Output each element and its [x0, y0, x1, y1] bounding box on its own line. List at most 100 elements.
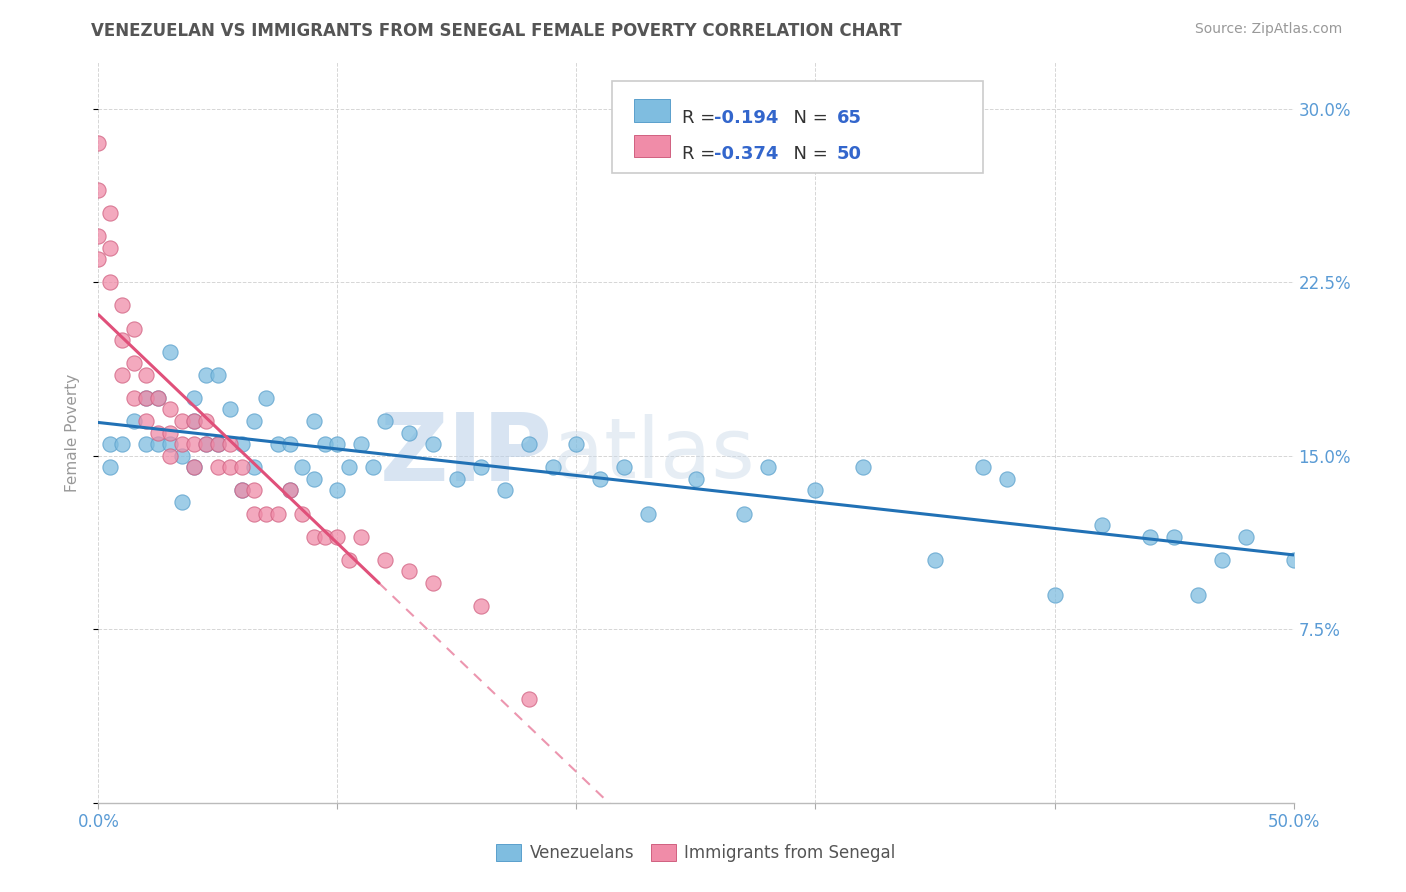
- Point: [148, 437, 170, 451]
- Point: [243, 460, 266, 475]
- Point: [350, 530, 373, 544]
- Point: [98, 240, 122, 255]
- Point: [124, 321, 146, 335]
- Point: [1043, 588, 1066, 602]
- Point: [1163, 530, 1185, 544]
- Point: [98, 437, 122, 451]
- Point: [398, 565, 420, 579]
- Point: [326, 437, 349, 451]
- Point: [135, 391, 157, 405]
- Point: [254, 507, 277, 521]
- Point: [267, 507, 290, 521]
- Text: N =: N =: [782, 145, 834, 162]
- Point: [350, 437, 373, 451]
- Point: [87, 136, 110, 151]
- Point: [183, 391, 205, 405]
- Point: [207, 437, 229, 451]
- Point: [159, 437, 181, 451]
- Point: [124, 391, 146, 405]
- Point: [124, 356, 146, 370]
- Text: Source: ZipAtlas.com: Source: ZipAtlas.com: [1195, 22, 1343, 37]
- Point: [207, 460, 229, 475]
- Point: [135, 368, 157, 382]
- Point: [1234, 530, 1257, 544]
- Point: [243, 414, 266, 428]
- Point: [243, 507, 266, 521]
- Point: [183, 414, 205, 428]
- Point: [111, 437, 134, 451]
- Point: [231, 437, 253, 451]
- Text: R =: R =: [682, 145, 721, 162]
- Point: [924, 553, 946, 567]
- Point: [195, 437, 218, 451]
- Point: [172, 495, 194, 509]
- FancyBboxPatch shape: [613, 81, 983, 173]
- Point: [613, 460, 636, 475]
- Point: [470, 599, 492, 614]
- Point: [733, 507, 755, 521]
- Point: [195, 368, 218, 382]
- Point: [135, 414, 157, 428]
- Point: [159, 425, 181, 440]
- Point: [195, 414, 218, 428]
- Point: [243, 483, 266, 498]
- Point: [111, 298, 134, 312]
- Y-axis label: Female Poverty: Female Poverty: [65, 374, 80, 491]
- Point: [589, 472, 612, 486]
- Point: [172, 449, 194, 463]
- Point: [326, 530, 349, 544]
- Point: [374, 414, 396, 428]
- Point: [363, 460, 385, 475]
- Point: [852, 460, 875, 475]
- Point: [172, 414, 194, 428]
- Point: [135, 391, 157, 405]
- Point: [148, 391, 170, 405]
- Point: [565, 437, 588, 451]
- Point: [231, 460, 253, 475]
- Point: [1187, 588, 1209, 602]
- Point: [422, 437, 444, 451]
- Text: ZIP: ZIP: [380, 409, 553, 500]
- Point: [98, 275, 122, 289]
- Point: [87, 252, 110, 266]
- Point: [291, 507, 314, 521]
- Point: [1091, 518, 1114, 533]
- Text: R =: R =: [682, 109, 721, 127]
- Point: [254, 391, 277, 405]
- Point: [267, 437, 290, 451]
- Point: [135, 437, 157, 451]
- Point: [541, 460, 564, 475]
- Point: [183, 414, 205, 428]
- Point: [87, 229, 110, 244]
- Point: [315, 437, 337, 451]
- Point: [756, 460, 779, 475]
- Point: [302, 472, 325, 486]
- Text: VENEZUELAN VS IMMIGRANTS FROM SENEGAL FEMALE POVERTY CORRELATION CHART: VENEZUELAN VS IMMIGRANTS FROM SENEGAL FE…: [91, 22, 903, 40]
- Point: [1282, 553, 1305, 567]
- Point: [231, 483, 253, 498]
- Text: 50: 50: [837, 145, 862, 162]
- Point: [1139, 530, 1161, 544]
- Point: [183, 437, 205, 451]
- Point: [207, 368, 229, 382]
- Point: [517, 437, 540, 451]
- Point: [231, 483, 253, 498]
- Point: [183, 460, 205, 475]
- Point: [124, 414, 146, 428]
- Point: [111, 333, 134, 347]
- Point: [219, 437, 242, 451]
- Point: [219, 460, 242, 475]
- Text: -0.374: -0.374: [714, 145, 779, 162]
- Point: [172, 437, 194, 451]
- Point: [159, 402, 181, 417]
- Point: [302, 414, 325, 428]
- Point: [1211, 553, 1233, 567]
- Point: [315, 530, 337, 544]
- Point: [207, 437, 229, 451]
- Point: [159, 344, 181, 359]
- Point: [637, 507, 659, 521]
- Point: [685, 472, 707, 486]
- Point: [148, 425, 170, 440]
- Point: [374, 553, 396, 567]
- Point: [195, 437, 218, 451]
